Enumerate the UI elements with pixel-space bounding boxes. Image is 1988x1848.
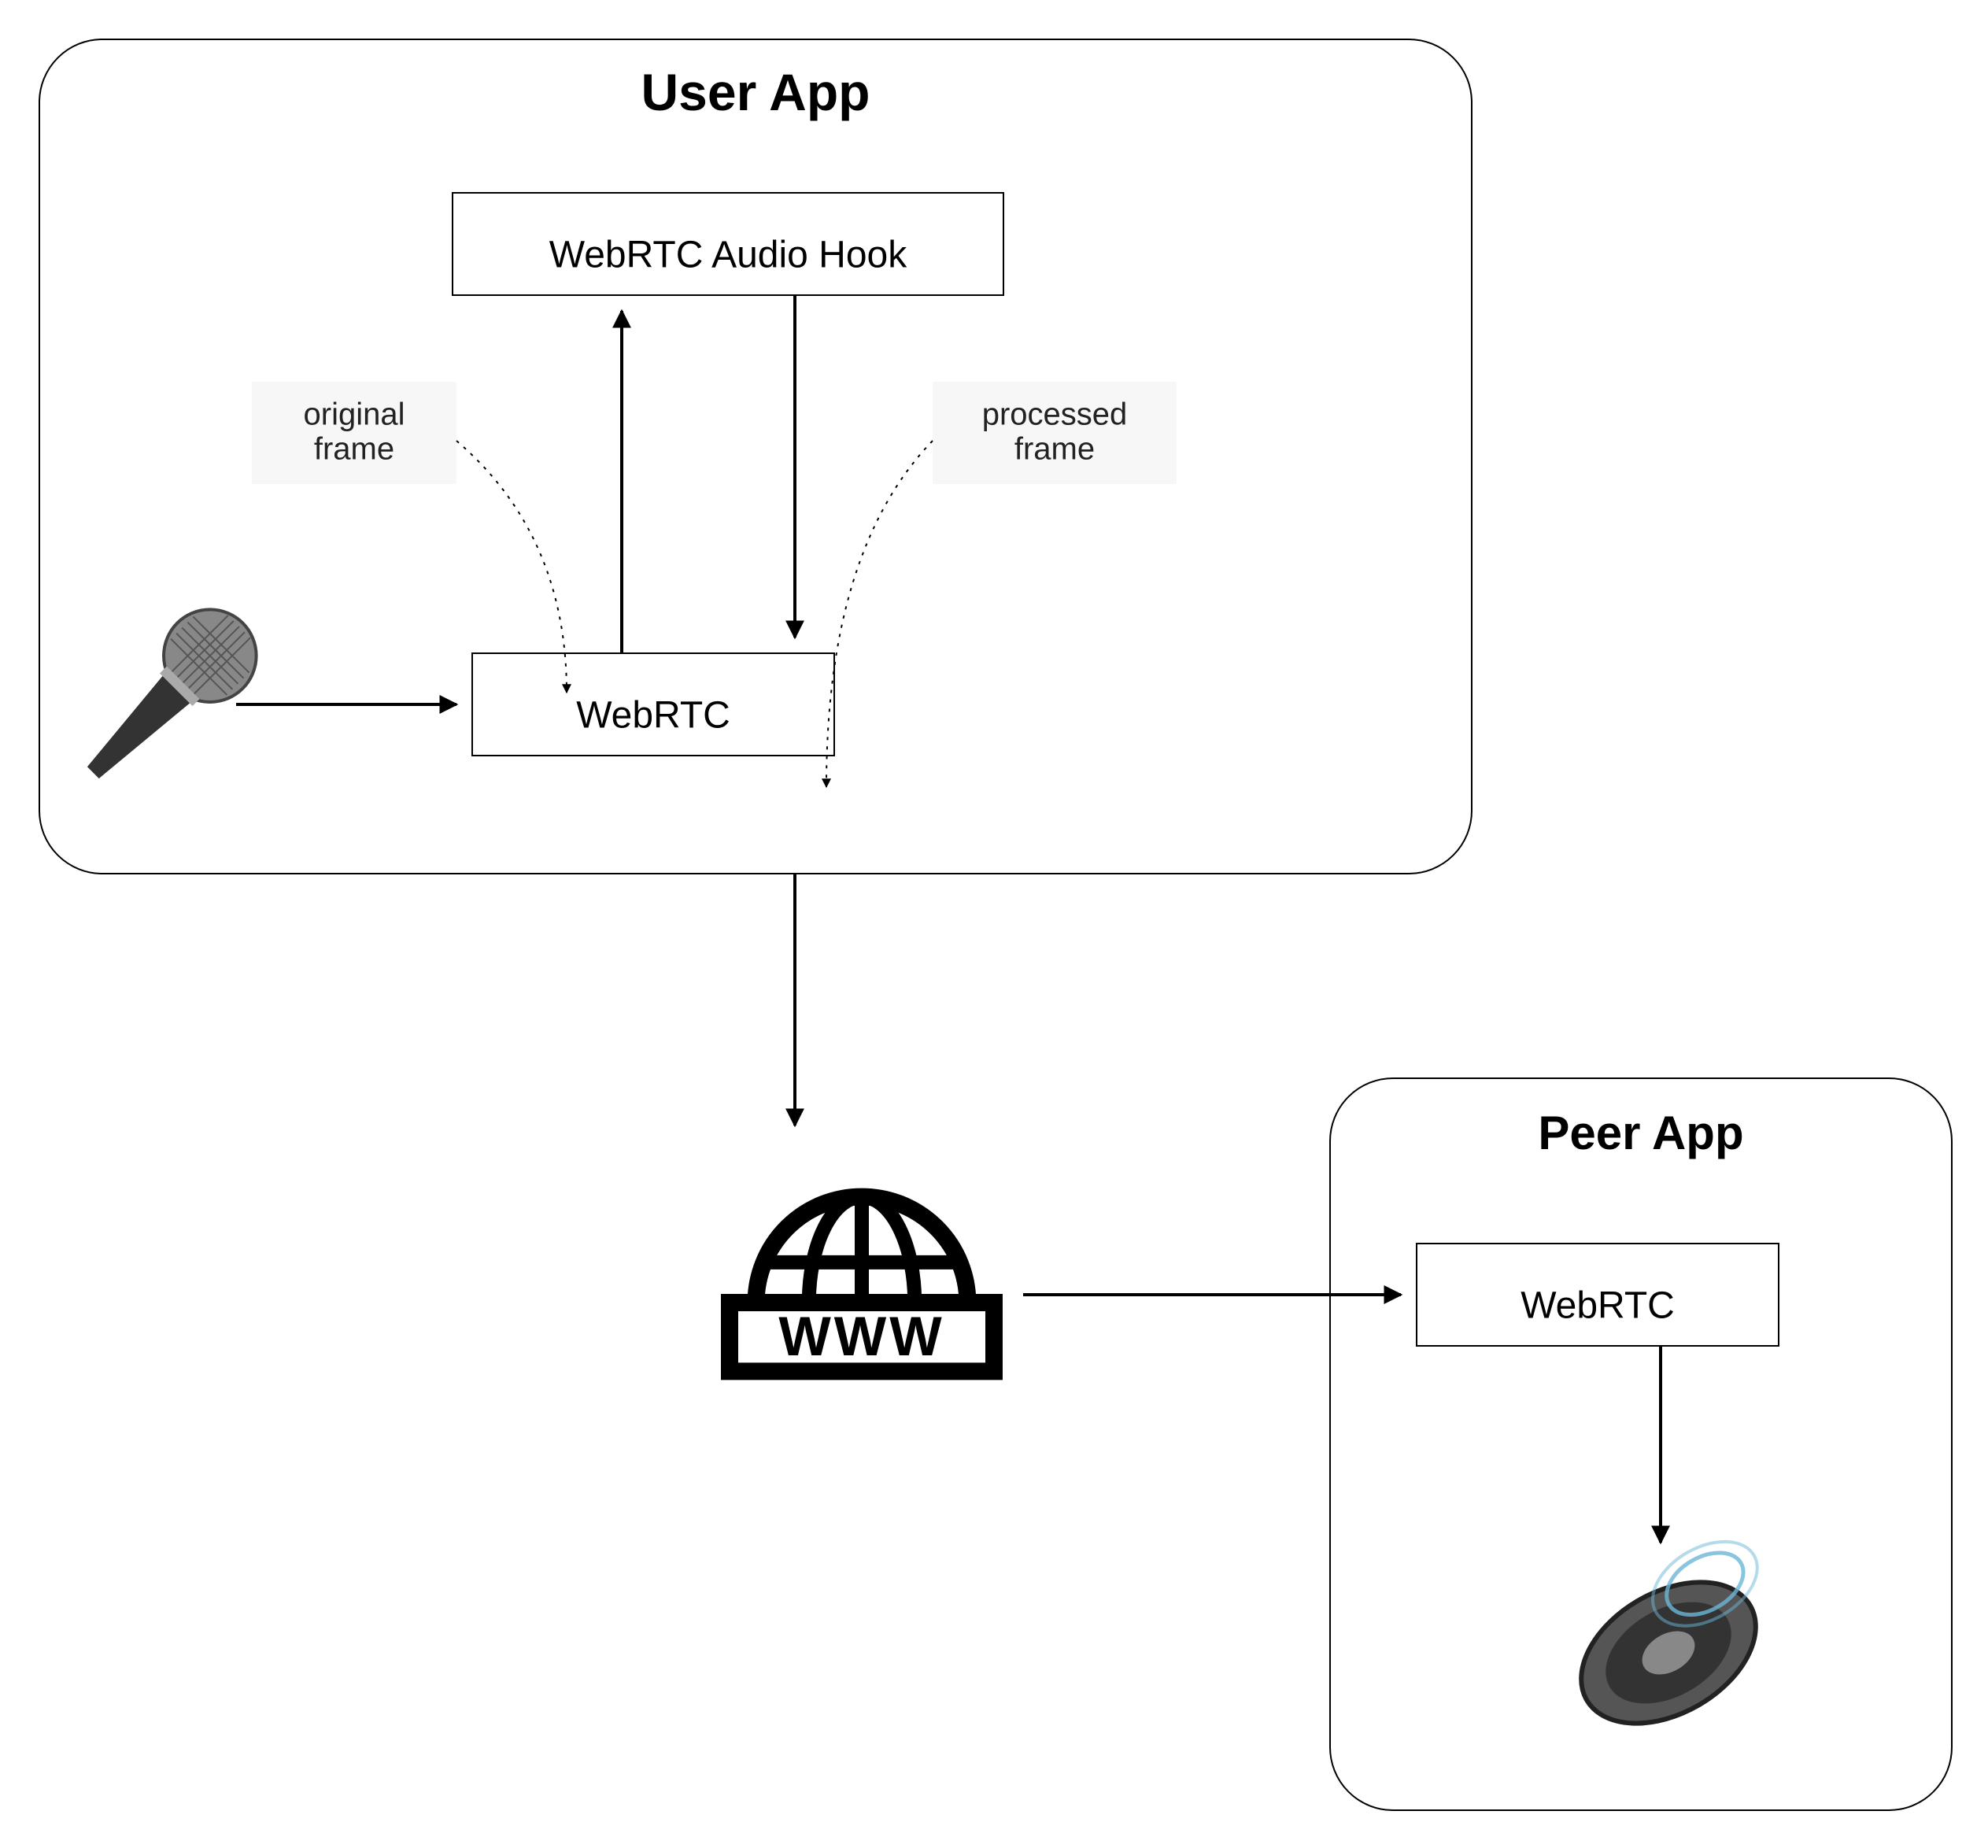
annot-original-line1: original xyxy=(304,397,405,432)
peer-webrtc-box-label: WebRTC xyxy=(1521,1284,1675,1326)
svg-text:WWW: WWW xyxy=(778,1305,944,1367)
speaker-icon xyxy=(1548,1525,1805,1753)
annot-original-line2: frame xyxy=(314,432,394,467)
webrtc-box-label: WebRTC xyxy=(576,694,730,736)
hook-box-label: WebRTC Audio Hook xyxy=(549,234,907,275)
annot-processed-line2: frame xyxy=(1014,432,1095,467)
annot-processed-line1: processed xyxy=(982,397,1128,432)
dotted-processed-frame xyxy=(826,441,933,787)
peer-app-title: Peer App xyxy=(1538,1107,1743,1159)
microphone-icon xyxy=(61,590,275,805)
user-app-title: User App xyxy=(641,63,870,121)
www-icon: WWW xyxy=(730,1197,994,1372)
